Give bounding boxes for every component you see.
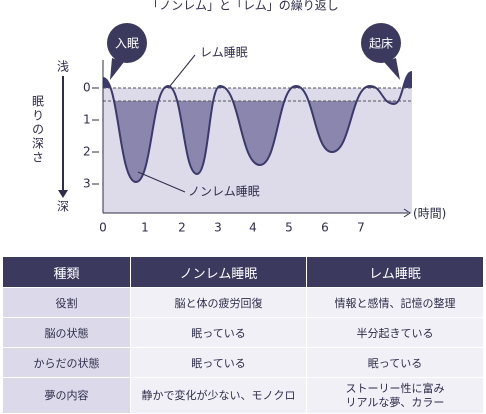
td: ストーリー性に富み リアルな夢、カラー <box>306 377 484 414</box>
label: ノンレム睡眠 <box>188 185 260 199</box>
td: 眠っている <box>306 347 484 378</box>
y-label: 眠りの深さ <box>31 95 45 165</box>
tick: 1 <box>141 221 149 235</box>
tick: 0 <box>99 221 107 235</box>
tick: 6 <box>321 221 329 235</box>
td: からだの状態 <box>2 347 131 378</box>
tick: 7 <box>357 221 365 235</box>
table: 種類 ノンレム睡眠 レム睡眠 役割 脳と体の疲労回復 情報と感情、記憶の整理 脳の状態眠… <box>2 256 484 414</box>
label: 浅 <box>57 60 69 74</box>
tick: 0 <box>83 81 91 95</box>
tick: 3 <box>83 177 91 191</box>
td: 役割 <box>2 287 131 318</box>
x-unit: (時間) <box>413 207 446 221</box>
bubble-text: 起床 <box>369 37 393 51</box>
bubble-text: 入眠 <box>115 37 139 51</box>
nonrem-fill <box>114 101 399 182</box>
arrow <box>403 208 411 218</box>
th: ノンレム睡眠 <box>130 256 307 288</box>
th: レム睡眠 <box>306 256 484 288</box>
title: 「ノンレム」と「レム」の繰り返し <box>147 0 339 13</box>
label: 深 <box>57 200 69 214</box>
label: レム睡眠 <box>200 46 248 60</box>
th: 種類 <box>2 256 131 288</box>
pointer <box>110 58 124 80</box>
curve <box>102 71 413 184</box>
td: 夢の内容 <box>2 377 131 414</box>
tick: 3 <box>214 221 222 235</box>
td: 脳の状態 <box>2 317 131 348</box>
td: 静かで変化が少ない、モノクロ <box>130 377 307 414</box>
leader <box>169 54 196 87</box>
tick: 1 <box>83 113 91 127</box>
td: 脳と体の疲労回復 <box>130 287 307 318</box>
tick: 5 <box>285 221 293 235</box>
bubble <box>361 23 401 63</box>
tick: 2 <box>178 221 186 235</box>
leader <box>137 171 186 193</box>
arrow <box>58 190 68 198</box>
tick: 2 <box>83 145 91 159</box>
bubble <box>107 23 147 63</box>
td: 眠っている <box>130 347 307 378</box>
td: 情報と感情、記憶の整理 <box>306 287 484 318</box>
chart: 「ノンレム」と「レム」の繰り返し 浅 深 眠りの深さ 0 1 2 3 0 1 2… <box>31 0 447 235</box>
td: 半分起きている <box>306 317 484 348</box>
pointer <box>384 58 400 80</box>
tick: 4 <box>249 221 257 235</box>
td: 眠っている <box>130 317 307 348</box>
